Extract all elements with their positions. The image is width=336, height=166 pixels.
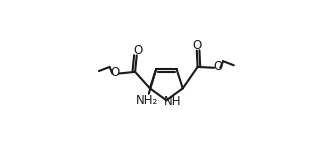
Text: O: O xyxy=(192,39,201,52)
Text: O: O xyxy=(110,66,119,79)
Text: O: O xyxy=(214,60,223,73)
Text: O: O xyxy=(133,44,142,57)
Text: NH₂: NH₂ xyxy=(136,94,158,107)
Text: NH: NH xyxy=(164,95,181,108)
